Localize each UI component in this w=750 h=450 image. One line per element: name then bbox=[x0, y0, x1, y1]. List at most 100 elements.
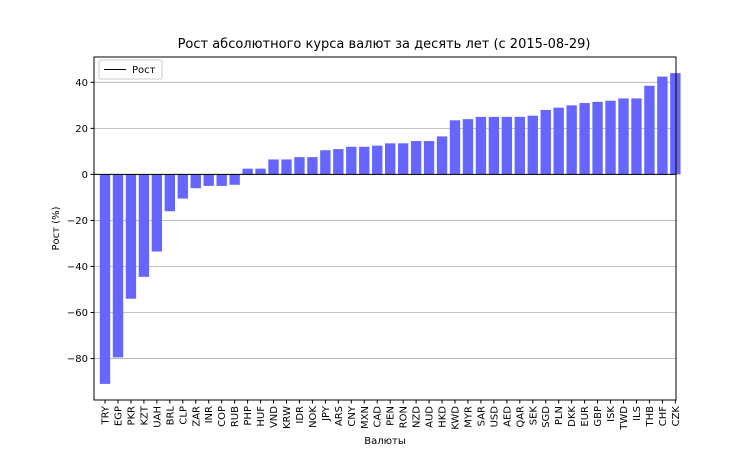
x-tick-label-huf: HUF bbox=[256, 406, 267, 427]
x-tick-label-krw: KRW bbox=[282, 406, 293, 429]
legend-box bbox=[98, 59, 163, 80]
bar-chf bbox=[657, 76, 668, 175]
bar-try bbox=[99, 174, 111, 384]
legend-entry: Рост bbox=[132, 65, 156, 76]
y-axis-ticks: −80 −60 −40 −20 0 20 40 bbox=[67, 78, 94, 365]
bar-sgd bbox=[540, 109, 551, 175]
bar-idr bbox=[294, 157, 305, 175]
y-axis-label: Рост (%) bbox=[51, 206, 62, 250]
x-tick-label-vnd: VND bbox=[269, 406, 280, 428]
x-tick-label-inr: INR bbox=[204, 406, 215, 423]
bar-pkr bbox=[125, 174, 137, 299]
x-tick-label-sar: SAR bbox=[476, 406, 487, 426]
x-tick-label-php: PHP bbox=[243, 406, 254, 426]
x-tick-label-try: TRY bbox=[101, 405, 112, 425]
bar-kzt bbox=[138, 174, 150, 277]
x-tick-label-aud: AUD bbox=[425, 406, 436, 428]
bar-uah bbox=[151, 174, 163, 252]
x-tick-label-pln: PLN bbox=[554, 406, 565, 425]
bar-thb bbox=[644, 85, 655, 175]
bar-czk bbox=[670, 73, 681, 175]
bar-eur bbox=[579, 103, 590, 175]
x-tick-label-kwd: KWD bbox=[450, 406, 461, 430]
y-tick-label: −60 bbox=[67, 308, 88, 319]
bar-usd bbox=[488, 116, 500, 175]
bar-qar bbox=[514, 116, 525, 175]
x-tick-label-aed: AED bbox=[502, 406, 513, 427]
bar-huf bbox=[255, 168, 266, 175]
x-tick-label-cny: CNY bbox=[347, 405, 358, 426]
bar-vnd bbox=[268, 159, 279, 175]
bar-ron bbox=[397, 143, 409, 175]
x-tick-label-mxn: MXN bbox=[360, 406, 371, 429]
x-tick-label-rub: RUB bbox=[230, 406, 241, 427]
x-tick-label-hkd: HKD bbox=[438, 406, 449, 428]
y-tick-label: −40 bbox=[67, 262, 88, 273]
x-tick-label-nok: NOK bbox=[308, 406, 319, 428]
bar-hkd bbox=[436, 136, 448, 175]
bar-zar bbox=[190, 174, 201, 189]
bar-ils bbox=[631, 98, 642, 175]
x-tick-label-twd: TWD bbox=[619, 406, 630, 431]
x-tick-label-egp: EGP bbox=[113, 406, 124, 426]
bar-krw bbox=[281, 159, 292, 175]
bar-sar bbox=[475, 116, 487, 175]
x-tick-label-ils: ILS bbox=[632, 406, 643, 421]
bar-twd bbox=[618, 98, 629, 175]
x-tick-label-kzt: KZT bbox=[139, 405, 150, 425]
x-axis-label: Валюты bbox=[364, 436, 406, 447]
bars bbox=[99, 73, 681, 384]
bar-aud bbox=[423, 141, 435, 175]
bar-pln bbox=[553, 107, 564, 175]
x-tick-label-pen: PEN bbox=[386, 406, 397, 426]
bar-cny bbox=[346, 146, 357, 175]
x-tick-label-uah: UAH bbox=[152, 406, 163, 428]
bar-nzd bbox=[410, 141, 422, 175]
x-tick-label-nzd: NZD bbox=[412, 406, 423, 428]
bar-gbp bbox=[592, 101, 603, 175]
y-tick-label: 20 bbox=[75, 124, 88, 135]
x-tick-label-myr: MYR bbox=[463, 406, 474, 428]
y-tick-label: −80 bbox=[67, 354, 88, 365]
bar-jpy bbox=[320, 150, 331, 175]
x-tick-label-czk: CZK bbox=[671, 406, 682, 427]
x-tick-label-thb: THB bbox=[645, 406, 656, 428]
bar-mxn bbox=[359, 146, 370, 175]
x-tick-label-eur: EUR bbox=[580, 406, 591, 427]
x-tick-label-pkr: PKR bbox=[126, 406, 137, 426]
x-tick-label-sek: SEK bbox=[528, 406, 539, 426]
bar-cop bbox=[216, 174, 227, 186]
bar-isk bbox=[605, 100, 616, 175]
x-tick-label-ars: ARS bbox=[334, 406, 345, 426]
bar-nok bbox=[307, 157, 318, 175]
y-tick-label: 0 bbox=[82, 170, 88, 181]
x-tick-label-brl: BRL bbox=[165, 406, 176, 426]
bar-aed bbox=[501, 116, 513, 175]
legend: Рост bbox=[98, 59, 163, 80]
y-tick-label: 40 bbox=[75, 78, 88, 89]
x-tick-label-qar: QAR bbox=[515, 406, 526, 428]
bar-cad bbox=[372, 145, 383, 175]
x-tick-label-idr: IDR bbox=[295, 406, 306, 424]
bar-inr bbox=[203, 174, 214, 186]
x-tick-label-ron: RON bbox=[399, 406, 410, 428]
bar-myr bbox=[462, 119, 474, 175]
x-tick-label-cad: CAD bbox=[373, 406, 384, 428]
x-tick-label-dkk: DKK bbox=[567, 406, 578, 427]
y-tick-label: −20 bbox=[67, 216, 88, 227]
x-tick-label-jpy: JPY bbox=[321, 405, 332, 422]
x-tick-label-clp: CLP bbox=[178, 406, 189, 425]
bar-kwd bbox=[449, 120, 461, 175]
bar-pen bbox=[385, 143, 396, 175]
bar-ars bbox=[333, 149, 344, 175]
x-tick-label-usd: USD bbox=[489, 406, 500, 428]
bar-php bbox=[242, 168, 253, 175]
bar-clp bbox=[177, 174, 188, 199]
bar-dkk bbox=[566, 105, 577, 175]
x-tick-label-zar: ZAR bbox=[191, 406, 202, 427]
bar-rub bbox=[229, 174, 240, 185]
bar-egp bbox=[112, 174, 124, 358]
chart-title: Рост абсолютного курса валют за десять л… bbox=[178, 37, 591, 52]
x-tick-label-cop: COP bbox=[217, 406, 228, 427]
